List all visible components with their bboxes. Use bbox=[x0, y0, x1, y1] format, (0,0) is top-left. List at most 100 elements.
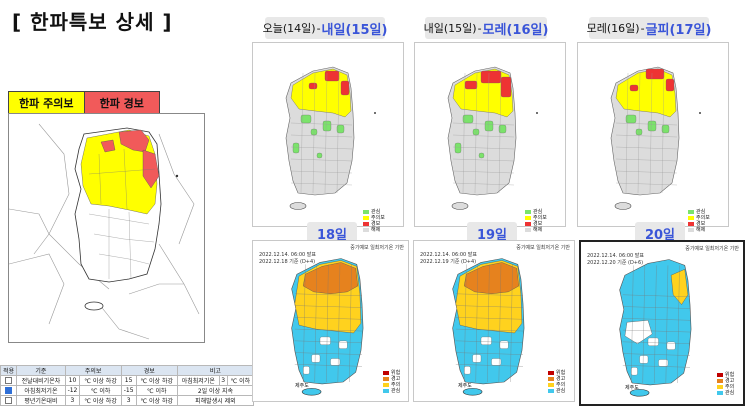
note-value-input[interactable]: 3 bbox=[218, 375, 228, 386]
legend-swatch bbox=[525, 215, 531, 220]
long-range-map-2 bbox=[452, 258, 525, 396]
legend-swatch bbox=[717, 384, 723, 389]
legend-item: 경고 bbox=[383, 376, 400, 382]
legend-swatch bbox=[548, 376, 554, 381]
advisory-value-input[interactable]: 3 bbox=[64, 395, 81, 406]
checkbox-checked[interactable] bbox=[5, 387, 13, 394]
legend-item: 경고 bbox=[717, 378, 734, 384]
legend-swatch bbox=[363, 221, 369, 226]
advisory-unit: ℃ 이하 bbox=[79, 385, 122, 396]
warning-unit: ℃ 이상 하강 bbox=[135, 375, 178, 386]
long-range-panel-2[interactable]: 중기예보 일최저기온 기반 2022.12.14. 06:00 발표 2022.… bbox=[413, 240, 575, 402]
forecast-map-panel-1[interactable]: 관심 주의보 경보 해제 bbox=[252, 42, 404, 233]
legend-swatch bbox=[383, 376, 389, 381]
criterion-cell: 전날대비기온차 bbox=[16, 375, 66, 386]
tab-forecast-day-after[interactable]: 내일(15일) - 모레(16일) bbox=[423, 17, 549, 39]
criteria-table: 적용 기준 주의보 경보 비고 전날대비기온차 10 ℃ 이상 하강 15 ℃ … bbox=[0, 365, 255, 406]
panel-header-title: 중기예보 일최저기온 기반 bbox=[685, 246, 739, 252]
apply-checkbox[interactable] bbox=[0, 385, 18, 396]
jeju-label: 제주도 bbox=[625, 385, 639, 391]
tab-forecast-3days[interactable]: 모레(16일) - 글피(17일) bbox=[587, 17, 712, 39]
jeju-label: 제주도 bbox=[295, 383, 309, 389]
legend-item: 관심 bbox=[383, 388, 400, 394]
legend-item: 경고 bbox=[548, 376, 565, 382]
legend-item: 경보 bbox=[688, 221, 710, 227]
legend-item: 경보 bbox=[363, 221, 385, 227]
legend-item: 주의 bbox=[548, 382, 565, 388]
legend-item: 주의 bbox=[383, 382, 400, 388]
apply-checkbox[interactable] bbox=[0, 375, 18, 386]
note-unit: ℃ 이하 bbox=[226, 375, 255, 386]
criterion-cell: 아침최저기온 bbox=[16, 385, 66, 396]
advisory-value-input[interactable]: -12 bbox=[64, 385, 81, 396]
table-row: 평년기온대비 3 ℃ 이상 하강 3 ℃ 이상 하강 피해발생시 제외 bbox=[0, 395, 255, 406]
tab-to-label: 글피(17일) bbox=[645, 22, 712, 38]
table-row: 전날대비기온차 10 ℃ 이상 하강 15 ℃ 이상 하강 아침최저기온 3 ℃… bbox=[0, 375, 255, 386]
panel-header-title: 중기예보 일최저기온 기반 bbox=[350, 245, 404, 251]
legend-item: 주의보 bbox=[525, 215, 547, 221]
legend-item: 관심 bbox=[363, 209, 385, 215]
tab-separator: - bbox=[316, 21, 321, 35]
legend-swatch bbox=[548, 382, 554, 387]
issued-time: 2022.12.14. 06:00 발표 bbox=[259, 252, 317, 258]
legend-item: 관심 bbox=[548, 388, 565, 394]
legend-swatch bbox=[717, 390, 723, 395]
warning-unit: ℃ 이하 bbox=[135, 385, 178, 396]
col-advisory: 주의보 bbox=[64, 365, 122, 376]
note-cell: 2일 이상 지속 bbox=[176, 385, 255, 396]
legend-swatch bbox=[383, 370, 389, 375]
criterion-cell: 평년기온대비 bbox=[16, 395, 66, 406]
legend-item: 주의보 bbox=[363, 215, 385, 221]
legend-item: 경보 bbox=[525, 221, 547, 227]
tab-to-label: 모레(16일) bbox=[482, 22, 549, 38]
short-range-map-1 bbox=[285, 66, 376, 210]
tab-separator: - bbox=[640, 21, 645, 35]
warning-value-input[interactable]: 15 bbox=[120, 375, 137, 386]
col-apply: 적용 bbox=[0, 365, 18, 376]
warning-value-input[interactable]: -15 bbox=[120, 385, 137, 396]
legend-item: 해제 bbox=[525, 227, 547, 233]
tab-day-18[interactable]: 18일 bbox=[307, 222, 357, 244]
apply-checkbox[interactable] bbox=[0, 395, 18, 406]
korea-region-map bbox=[8, 123, 200, 340]
legend-swatch bbox=[383, 382, 389, 387]
checkbox-unchecked[interactable] bbox=[5, 377, 13, 384]
advisory-unit: ℃ 이상 하강 bbox=[79, 395, 122, 406]
map-legend-2: 관심 주의보 경보 해제 bbox=[525, 209, 547, 233]
warning-value-input[interactable]: 3 bbox=[120, 395, 137, 406]
legend-swatch bbox=[525, 227, 531, 232]
checkbox-unchecked[interactable] bbox=[5, 397, 13, 404]
tab-from-label: 내일(15일) bbox=[423, 22, 477, 35]
legend-swatch bbox=[688, 215, 694, 220]
col-note: 비고 bbox=[176, 365, 255, 376]
legend-item: 해제 bbox=[363, 227, 385, 233]
legend-swatch bbox=[383, 388, 389, 393]
forecast-map-panel-3[interactable]: 관심 주의보 경보 해제 bbox=[577, 42, 729, 233]
legend-item: 관심 bbox=[717, 390, 734, 396]
long-range-panel-1[interactable]: 중기예보 일최저기온 기반 2022.12.14. 06:00 발표 2022.… bbox=[252, 240, 409, 402]
long-range-panel-3[interactable]: 중기예보 일최저기온 기반 2022.12.14. 06:00 발표 2022.… bbox=[579, 240, 745, 406]
forecast-map-panel-2[interactable]: 관심 주의보 경보 해제 bbox=[414, 42, 566, 233]
advisory-value-input[interactable]: 10 bbox=[64, 375, 81, 386]
warning-unit: ℃ 이상 하강 bbox=[135, 395, 178, 406]
tab-day-20[interactable]: 20일 bbox=[635, 222, 685, 244]
legend-swatch bbox=[548, 370, 554, 375]
jeju-island bbox=[84, 301, 104, 311]
tab-to-label: 내일(15일) bbox=[321, 22, 388, 38]
tab-forecast-tomorrow[interactable]: 오늘(14일) - 내일(15일) bbox=[262, 17, 388, 39]
table-header-row: 적용 기준 주의보 경보 비고 bbox=[0, 365, 255, 376]
advisory-unit: ℃ 이상 하강 bbox=[79, 375, 122, 386]
long-range-map-3 bbox=[619, 259, 692, 397]
cold-wave-status-map[interactable] bbox=[8, 113, 205, 343]
legend-swatch bbox=[363, 215, 369, 220]
valid-date: 2022.12.20 기준 (D+6) bbox=[587, 260, 644, 266]
tab-day-19[interactable]: 19일 bbox=[467, 222, 517, 244]
legend-warning: 한파 경보 bbox=[84, 92, 159, 114]
legend-item: 주의 bbox=[717, 384, 734, 390]
legend-swatch bbox=[688, 209, 694, 214]
legend-swatch bbox=[363, 209, 369, 214]
tab-from-label: 오늘(14일) bbox=[262, 22, 316, 35]
legend-swatch bbox=[717, 378, 723, 383]
note-cell: 피해발생시 제외 bbox=[176, 395, 255, 406]
table-row: 아침최저기온 -12 ℃ 이하 -15 ℃ 이하 2일 이상 지속 bbox=[0, 385, 255, 396]
